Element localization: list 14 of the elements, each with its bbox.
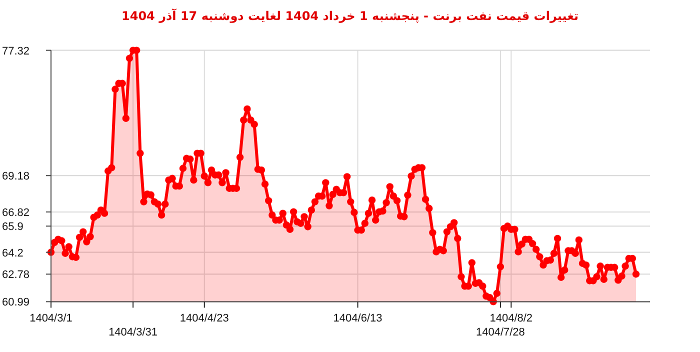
- x-tick-label: 1404/3/31: [108, 326, 158, 339]
- y-tick-label: 64.2: [2, 247, 24, 260]
- chart-title: تغییرات قیمت نفت برنت - پنجشنبه 1 خرداد 1404 لغایت دوشنبه 17 آذر 1404: [122, 8, 578, 23]
- y-tick-label: 62.78: [2, 269, 30, 282]
- x-tick-label: 1404/4/23: [180, 312, 229, 325]
- x-tick-label: 1404/3/1: [30, 312, 72, 325]
- y-tick-label: 69.18: [2, 170, 30, 183]
- x-tick-label: 1404/7/28: [476, 326, 525, 339]
- x-tick-label: 1404/8/2: [490, 312, 533, 325]
- y-tick-label: 77.32: [2, 45, 30, 58]
- x-tick-label: 1404/6/13: [333, 312, 382, 325]
- y-tick-label: 65.9: [2, 221, 24, 234]
- y-tick-label: 60.99: [2, 296, 30, 309]
- y-tick-label: 66.82: [2, 206, 30, 219]
